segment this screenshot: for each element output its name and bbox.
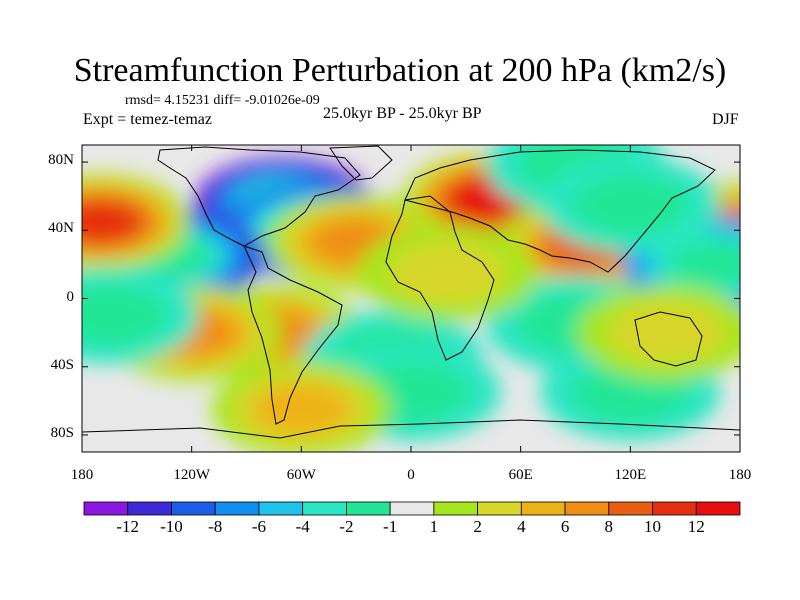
anomaly-n-africa-high xyxy=(357,224,538,321)
chart-title: Streamfunction Perturbation at 200 hPa (… xyxy=(73,52,727,89)
coastline-south-america xyxy=(243,245,343,425)
lat-tick-label: 40N xyxy=(48,220,74,237)
colorbar-tick-label: 8 xyxy=(604,517,614,536)
center-label: 25.0kyr BP - 25.0kyr BP xyxy=(323,105,482,122)
lon-tick-label: 60E xyxy=(508,467,533,483)
colorbar-swatch xyxy=(302,501,347,516)
anomaly-antarctic-high xyxy=(211,361,392,452)
colorbar-swatch xyxy=(127,501,172,516)
contour-level xyxy=(669,241,740,287)
rmsd-annotation: rmsd= 4.15231 diff= -9.01026e-09 xyxy=(125,93,320,108)
colorbar-swatch xyxy=(83,501,129,516)
lon-tick-label: 60W xyxy=(286,467,316,483)
anomaly-e-pacific-low xyxy=(82,267,200,364)
anomaly-n-pacific-high xyxy=(82,173,191,270)
colorbar-swatch xyxy=(258,501,304,516)
colorbar-tick-label: 10 xyxy=(644,517,662,536)
coastline-australia xyxy=(634,311,703,367)
colorbar-swatch xyxy=(171,501,216,516)
coastline-antarctica xyxy=(82,419,740,439)
colorbar-tick-label: -12 xyxy=(116,517,140,536)
map-plot-area xyxy=(82,145,740,452)
colorbar-tick-label: -4 xyxy=(295,517,310,536)
contour-level xyxy=(388,241,507,304)
coastlines xyxy=(82,145,740,439)
colorbar-swatch xyxy=(652,501,697,516)
contour-level xyxy=(571,173,690,236)
colorbar-tick-label: 2 xyxy=(473,517,482,536)
coastline-africa xyxy=(385,195,495,361)
colorbar-tick-label: 1 xyxy=(429,517,439,536)
colorbar xyxy=(83,501,741,516)
lat-tick-label: 40S xyxy=(50,356,74,373)
colorbar-swatch xyxy=(214,501,260,516)
contour-level xyxy=(607,301,726,364)
colorbar-swatch xyxy=(695,501,741,516)
lat-tick-label: 80S xyxy=(50,424,74,441)
colorbar-tick-label: -6 xyxy=(251,517,266,536)
anomaly-australia-high xyxy=(576,284,740,381)
contour-field xyxy=(82,145,740,452)
lat-tick-label: 0 xyxy=(66,288,75,305)
axis-ticks xyxy=(81,145,741,452)
colorbar-swatch xyxy=(477,501,522,516)
colorbar-tick-label: -1 xyxy=(383,517,398,536)
colorbar-swatch xyxy=(608,501,653,516)
colorbar-tick-label: -2 xyxy=(339,517,354,536)
contour-level xyxy=(252,384,350,435)
colorbar-tick-label: 12 xyxy=(687,517,705,536)
colorbar-swatch xyxy=(520,501,566,516)
lon-tick-label: 120W xyxy=(173,467,210,483)
contour-level xyxy=(82,284,169,347)
season-label: DJF xyxy=(712,111,739,128)
colorbar-tick-label: 4 xyxy=(517,517,526,536)
colorbar-swatch xyxy=(433,501,479,516)
lat-tick-label: 80N xyxy=(48,152,74,169)
colorbar-tick-label: -10 xyxy=(160,517,183,536)
colorbar-swatch xyxy=(564,501,610,516)
colorbar-tick-label: 6 xyxy=(560,517,570,536)
contour-level xyxy=(82,202,139,242)
anomaly-e-asia-low xyxy=(540,156,721,253)
colorbar-tick-label: -8 xyxy=(208,517,223,536)
coastline-north-america xyxy=(157,146,361,247)
lon-tick-label: 180 xyxy=(728,467,752,483)
lon-tick-label: 180 xyxy=(70,467,94,483)
coastline-eurasia xyxy=(404,149,716,273)
colorbar-swatch xyxy=(389,501,435,516)
coastline-greenland xyxy=(329,145,393,181)
lon-tick-label: 0 xyxy=(407,467,415,483)
colorbar-swatch xyxy=(345,501,391,516)
lon-tick-label: 120E xyxy=(614,467,647,483)
experiment-label: Expt = temez-temaz xyxy=(83,111,212,128)
